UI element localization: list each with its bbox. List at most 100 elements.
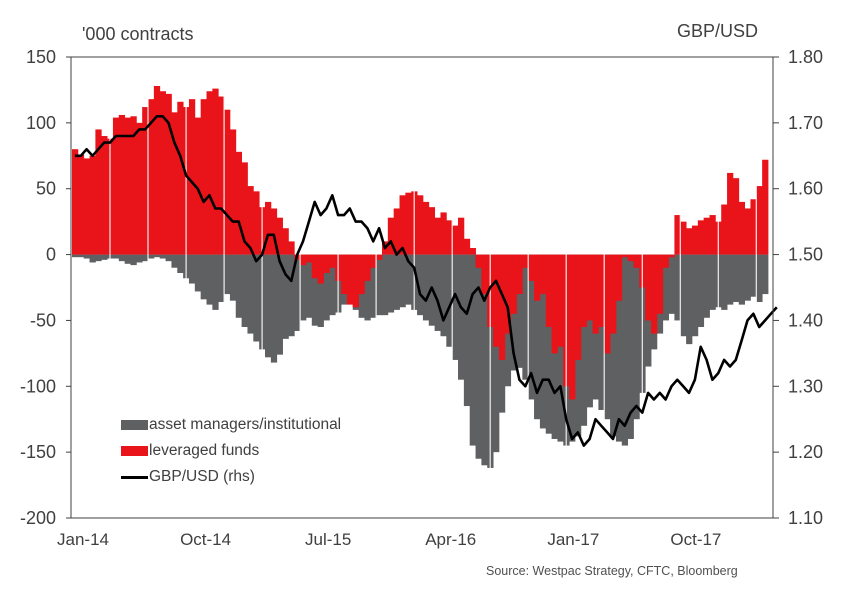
asset-managers-bar [463,254,471,407]
leveraged-funds-bar [136,122,143,255]
leveraged-funds-bars [72,85,769,400]
asset-managers-bar [750,254,757,297]
x-tick-label: Oct-14 [180,530,231,549]
leveraged-funds-bar [112,117,120,255]
leveraged-funds-bar [200,99,207,255]
asset-managers-bar [738,254,746,305]
left-tick-label: -100 [20,376,56,396]
asset-managers-bar [516,254,523,368]
asset-managers-bar [165,254,172,262]
leveraged-funds-bar [493,254,500,347]
asset-managers-bar [305,254,313,318]
leveraged-funds-bar [376,254,383,260]
asset-managers-bar [469,254,476,446]
leveraged-funds-bar [276,217,283,255]
asset-managers-bar [72,254,79,258]
leveraged-funds-bar [574,254,582,360]
leveraged-funds-bar [557,254,564,347]
leveraged-funds-bar [417,195,424,255]
asset-managers-bar [744,254,751,301]
asset-managers-bar [247,254,254,334]
leveraged-funds-bar [545,254,552,328]
leveraged-funds-bar [247,186,254,255]
asset-managers-bar [557,254,564,442]
leveraged-funds-bar [124,117,131,255]
leveraged-funds-bar [645,254,652,321]
asset-managers-bar [539,254,547,429]
leveraged-funds-bar [300,254,307,266]
legend-swatch-leveraged-funds [121,446,148,456]
asset-managers-bar [387,254,395,313]
leveraged-funds-bar [317,254,324,284]
gbpusd-line [74,115,778,447]
left-tick-label: 150 [26,47,56,67]
asset-managers-bar [171,254,178,268]
leveraged-funds-bar [522,254,529,268]
asset-managers-bar [130,254,137,266]
right-tick-label: 1.30 [788,376,823,396]
leveraged-funds-bar [633,254,640,268]
leveraged-funds-bar [165,93,172,255]
asset-managers-bar [493,254,500,453]
leveraged-funds-bar [756,186,763,255]
leveraged-funds-bar [194,117,202,255]
x-tick-label: Oct-17 [670,530,721,549]
asset-managers-bar [586,254,593,408]
asset-managers-bar [703,254,710,318]
leveraged-funds-bar [329,254,336,268]
asset-managers-bar [77,254,85,258]
right-tick-label: 1.80 [788,47,823,67]
asset-managers-bar [276,254,283,355]
leveraged-funds-bar [750,199,757,255]
asset-managers-bar [89,254,96,263]
leveraged-funds-bar [539,254,547,295]
source-note: Source: Westpac Strategy, CFTC, Bloomber… [486,564,738,578]
asset-managers-bar [662,254,669,321]
asset-managers-bar [253,254,260,342]
leveraged-funds-bar [598,254,605,328]
asset-managers-bar [235,254,243,318]
axes [70,56,774,519]
leveraged-funds-bar [615,254,623,301]
asset-managers-bar [762,254,769,295]
legend-item-asset-managers: asset managers/institutional [121,412,341,438]
asset-managers-bar [399,254,406,308]
leveraged-funds-bar [270,208,278,255]
right-axis-label: GBP/USD [677,21,759,41]
asset-managers-bar [148,254,155,259]
leveraged-funds-bar [77,154,85,255]
leveraged-funds-bar [364,254,371,281]
leveraged-funds-bar [656,254,664,314]
leveraged-funds-bar [697,220,705,255]
leveraged-funds-bar [72,149,79,255]
asset-managers-bar [224,254,231,295]
left-axis-label: '000 contracts [82,24,194,44]
leveraged-funds-bar [142,107,149,255]
leveraged-funds-bar [148,99,155,255]
leveraged-funds-bar [458,217,465,255]
asset-managers-bar [721,254,728,310]
leveraged-funds-bar [627,254,634,262]
x-tick-label: Jan-14 [57,530,109,549]
x-tick-label: Jan-17 [547,530,599,549]
left-tick-label: 100 [26,113,56,133]
leveraged-funds-bar [469,247,476,255]
leveraged-funds-bar [481,254,488,295]
leveraged-funds-bar [89,155,96,255]
leveraged-funds-bar [604,254,611,354]
asset-managers-bar [475,254,482,459]
asset-managers-bar [265,254,272,358]
asset-managers-bar [364,254,371,321]
leveraged-funds-bar [346,254,354,305]
leveraged-funds-bar [709,215,716,255]
leveraged-funds-bar [341,254,348,295]
leveraged-funds-bar [153,85,161,255]
asset-managers-bar [446,254,453,347]
asset-managers-bar [300,254,307,321]
leveraged-funds-bar [592,254,599,334]
leveraged-funds-bar [241,162,248,255]
leveraged-funds-bar [393,208,400,255]
legend-label: leveraged funds [149,442,260,459]
legend-label: asset managers/institutional [149,416,342,433]
asset-managers-bar [422,254,430,321]
